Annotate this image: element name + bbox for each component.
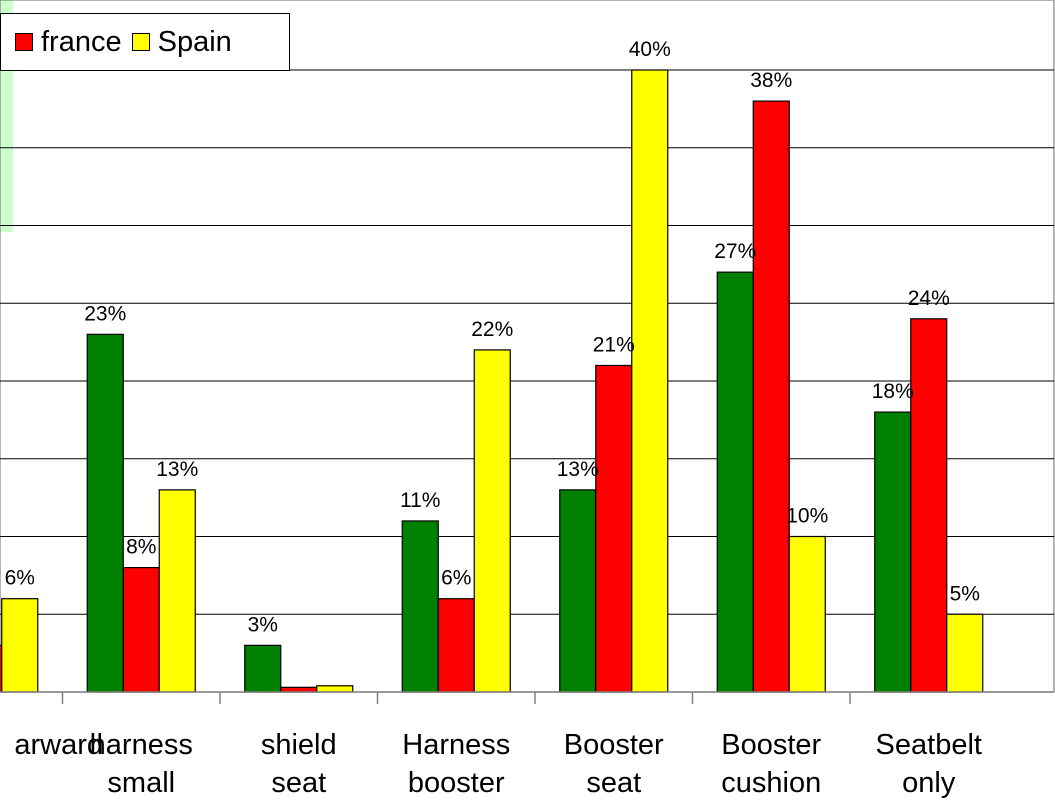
data-label: 27% (714, 240, 756, 263)
data-labels: %23%3%11%13%27%18%3%8%6%21%38%24%6%13%22… (5, 38, 980, 636)
bar (631, 69, 669, 693)
data-label: 5% (950, 582, 980, 605)
x-tick-label: cushion (721, 767, 821, 799)
bar (595, 364, 633, 693)
bar (437, 598, 475, 693)
bar (244, 644, 282, 693)
data-label: 13% (557, 458, 599, 481)
bar (752, 100, 790, 693)
data-label: 8% (126, 536, 156, 559)
data-label: 13% (156, 458, 198, 481)
data-label: 40% (629, 38, 671, 61)
x-tick-label: small (107, 767, 175, 799)
data-label: 23% (84, 302, 126, 325)
x-tick-label: Harness (402, 729, 510, 761)
bars (0, 69, 984, 693)
legend-label-spain: Spain (157, 25, 232, 58)
legend-swatch-spain (131, 33, 150, 51)
bar (401, 520, 439, 693)
data-label: 6% (441, 567, 471, 590)
x-tick-label: only (902, 767, 956, 799)
x-tick-label: Booster (721, 729, 821, 761)
legend-label-france: france (41, 25, 122, 58)
data-label: 24% (908, 287, 950, 310)
legend-item-spain: Spain (131, 25, 232, 59)
x-tick-label: seat (271, 767, 326, 799)
legend-swatch-france (15, 33, 33, 51)
bar (158, 489, 196, 693)
bar (473, 349, 511, 693)
data-label: 18% (872, 380, 914, 403)
bar (316, 685, 354, 693)
data-label: 10% (786, 505, 828, 528)
bar (86, 333, 124, 693)
bar (874, 411, 912, 693)
data-label: 6% (5, 567, 35, 590)
legend: france Spain (0, 13, 290, 71)
bar (788, 535, 826, 693)
data-label: 38% (750, 69, 792, 92)
x-tick-label: Seatbelt (876, 729, 982, 761)
bar (1, 598, 39, 693)
x-tick-label: Booster (564, 729, 664, 761)
data-label: 11% (400, 489, 440, 512)
legend-item-france: france (15, 26, 122, 59)
bar (122, 566, 160, 693)
bar (559, 489, 597, 693)
data-label: 3% (248, 613, 278, 636)
bar (716, 271, 754, 693)
bar (946, 613, 984, 693)
x-tick-label: shield (261, 729, 337, 761)
data-label: 22% (471, 318, 513, 341)
x-tick-label: seat (586, 767, 641, 799)
x-tick-label: arward (14, 729, 103, 761)
x-tick-label: booster (408, 767, 505, 799)
data-label: 21% (593, 333, 635, 356)
bar (910, 318, 948, 693)
x-tick-label: harness (90, 729, 193, 761)
